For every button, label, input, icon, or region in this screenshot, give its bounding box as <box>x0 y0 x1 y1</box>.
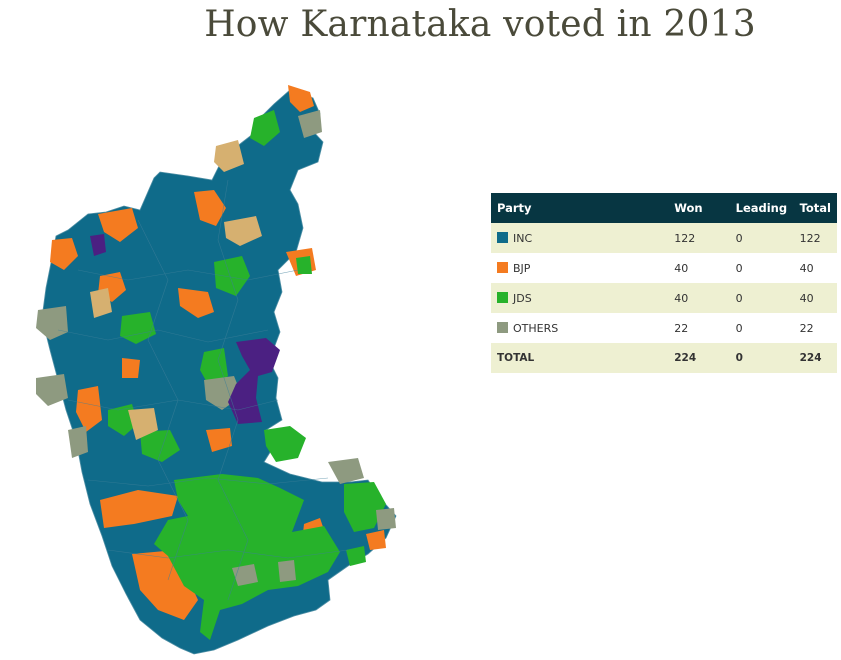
jds-swatch-icon <box>497 291 508 303</box>
party-cell: OTHERS <box>491 313 669 343</box>
leading-cell: 0 <box>729 283 794 313</box>
total-row: TOTAL 224 0 224 <box>491 343 837 373</box>
karnataka-map <box>36 85 397 655</box>
results-table: Party Won Leading Total INC 122 0 122 BJ… <box>491 193 837 373</box>
district-borders <box>57 179 349 601</box>
total-cell: 22 <box>793 313 837 343</box>
total-leading: 0 <box>729 343 794 373</box>
table-header-row: Party Won Leading Total <box>491 193 837 223</box>
bjp-swatch-icon <box>497 261 508 273</box>
total-cell: 122 <box>793 223 837 253</box>
leading-cell: 0 <box>729 223 794 253</box>
leading-cell: 0 <box>729 313 794 343</box>
won-cell: 122 <box>668 223 730 253</box>
total-total: 224 <box>793 343 837 373</box>
table-row: JDS 40 0 40 <box>491 283 837 313</box>
purple-constituencies <box>90 234 280 424</box>
won-cell: 22 <box>668 313 730 343</box>
tan-constituencies <box>90 140 262 440</box>
total-label: TOTAL <box>491 343 669 373</box>
party-cell: INC <box>491 223 669 253</box>
total-won: 224 <box>668 343 730 373</box>
header-won: Won <box>668 193 730 223</box>
total-cell: 40 <box>793 253 837 283</box>
inc-swatch-icon <box>497 231 508 243</box>
bjp-constituencies <box>50 85 386 620</box>
header-total: Total <box>793 193 837 223</box>
party-cell: JDS <box>491 283 669 313</box>
won-cell: 40 <box>668 253 730 283</box>
others-swatch-icon <box>497 321 508 333</box>
header-party: Party <box>491 193 669 223</box>
table-row: BJP 40 0 40 <box>491 253 837 283</box>
table-row: INC 122 0 122 <box>491 223 837 253</box>
leading-cell: 0 <box>729 253 794 283</box>
table-row: OTHERS 22 0 22 <box>491 313 837 343</box>
party-name: BJP <box>513 261 531 275</box>
total-cell: 40 <box>793 283 837 313</box>
header-leading: Leading <box>729 193 794 223</box>
others-constituencies <box>36 110 396 586</box>
party-name: OTHERS <box>513 321 559 335</box>
party-cell: BJP <box>491 253 669 283</box>
won-cell: 40 <box>668 283 730 313</box>
page-title: How Karnataka voted in 2013 <box>204 4 756 45</box>
party-name: JDS <box>513 291 532 305</box>
party-name: INC <box>513 231 533 245</box>
